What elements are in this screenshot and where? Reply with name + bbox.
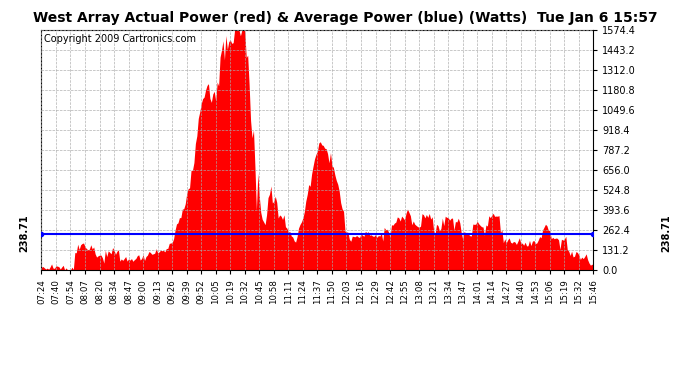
Text: 238.71: 238.71 <box>661 215 671 252</box>
Text: West Array Actual Power (red) & Average Power (blue) (Watts)  Tue Jan 6 15:57: West Array Actual Power (red) & Average … <box>32 11 658 25</box>
Text: 238.71: 238.71 <box>19 215 29 252</box>
Text: Copyright 2009 Cartronics.com: Copyright 2009 Cartronics.com <box>44 34 196 44</box>
